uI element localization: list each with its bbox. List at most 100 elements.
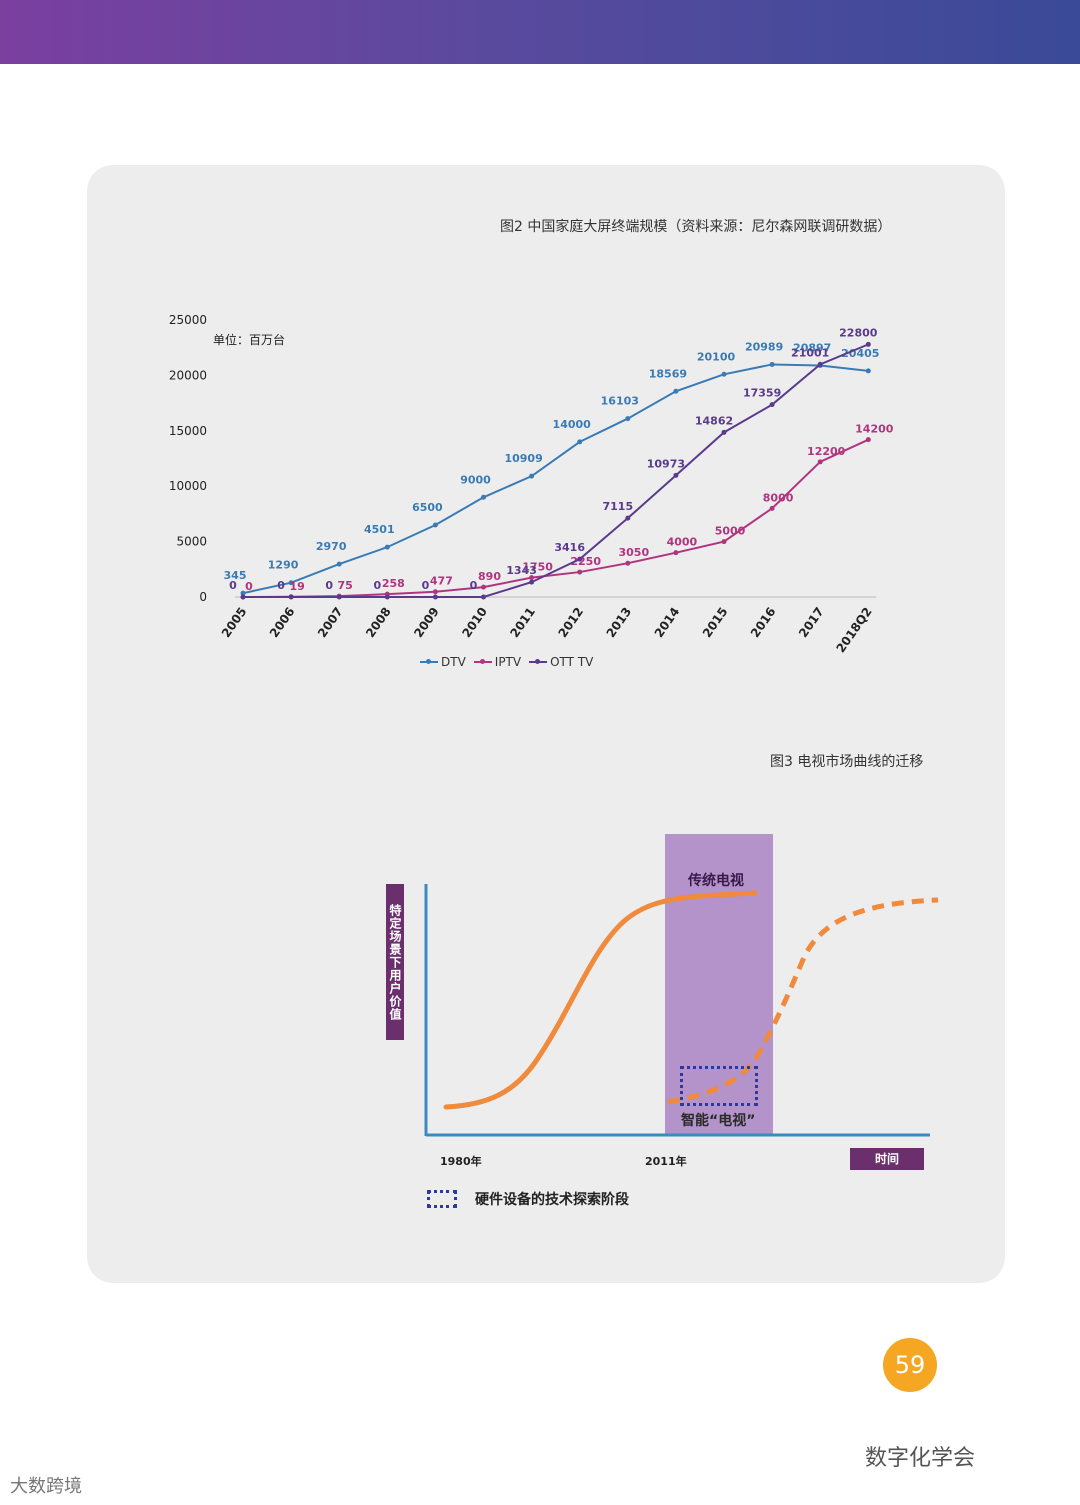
legend-item-iptv: IPTV	[473, 655, 522, 669]
series-line-iptv	[242, 438, 869, 598]
data-label: 18569	[649, 367, 687, 380]
data-point	[577, 439, 583, 445]
data-point	[432, 594, 438, 600]
data-label: 21001	[791, 346, 829, 359]
data-point	[336, 561, 342, 567]
data-point	[481, 594, 486, 600]
data-label: 0	[229, 579, 237, 592]
y-tick-label: 10000	[169, 479, 207, 493]
data-label: 5000	[715, 525, 746, 538]
data-label: 4000	[667, 536, 698, 549]
data-label: 20897	[793, 341, 831, 354]
footer-watermark: 大数跨境	[10, 1476, 82, 1497]
data-point	[625, 416, 631, 422]
traditional-tv-curve	[443, 890, 758, 1110]
data-label: 0	[422, 579, 430, 592]
legend-item-dtv: DTV	[420, 655, 466, 669]
data-label: 2970	[316, 540, 347, 553]
data-point	[288, 594, 294, 600]
data-label: 345	[224, 569, 247, 582]
data-label: 7115	[602, 500, 633, 513]
data-point	[240, 594, 246, 600]
data-label: 14000	[553, 418, 592, 431]
legend-dotted-box	[427, 1190, 457, 1208]
data-point	[673, 550, 679, 556]
data-point	[577, 556, 583, 562]
data-point	[481, 584, 486, 590]
figure3-legend: 硬件设备的技术探索阶段	[427, 1189, 629, 1209]
data-label: 14200	[855, 423, 894, 436]
data-label: 12200	[807, 445, 846, 458]
data-point	[817, 361, 823, 367]
traditional-tv-label: 传统电视	[688, 873, 744, 889]
figure3-tick-1980: 1980年	[440, 1155, 482, 1168]
data-label: 0	[325, 579, 333, 592]
data-label: 20100	[697, 350, 736, 363]
data-label: 477	[430, 575, 453, 588]
data-label: 1343	[506, 564, 537, 577]
series-line-dtv	[242, 363, 869, 595]
data-point	[769, 361, 775, 367]
data-label: 3050	[618, 546, 649, 559]
data-point	[529, 579, 535, 585]
data-point	[240, 590, 246, 596]
data-label: 1290	[268, 559, 299, 572]
legend-label-dtv: DTV	[441, 655, 466, 669]
figure3-tick-2011: 2011年	[645, 1155, 687, 1168]
data-label: 20405	[841, 347, 879, 360]
data-label: 17359	[743, 387, 781, 400]
data-point	[673, 472, 679, 478]
y-tick-label: 25000	[169, 313, 207, 327]
data-label: 0	[470, 579, 478, 592]
data-point	[481, 494, 486, 500]
data-point	[817, 459, 823, 465]
data-point	[721, 539, 727, 545]
data-point	[432, 522, 438, 528]
data-point	[384, 594, 390, 600]
data-label: 10909	[504, 452, 542, 465]
data-label: 14862	[695, 414, 733, 427]
data-point	[432, 589, 438, 595]
legend-hardware-label: 硬件设备的技术探索阶段	[475, 1192, 629, 1208]
data-label: 0	[245, 580, 253, 593]
data-label: 890	[478, 570, 501, 583]
y-tick-label: 15000	[169, 424, 207, 438]
figure3-title: 图3 电视市场曲线的迁移	[770, 754, 924, 770]
legend-label-ott: OTT TV	[550, 655, 594, 669]
figure3-xlabel: 时间	[850, 1148, 924, 1170]
data-point	[865, 368, 871, 374]
figure2-legend: DTV IPTV OTT TV	[420, 655, 593, 669]
data-point	[288, 580, 294, 586]
figure3-ylabel: 特定场景下用户价值	[386, 884, 404, 1040]
series-line-ott-tv	[243, 343, 869, 598]
data-point	[384, 544, 390, 550]
figure2-unit-label: 单位：百万台	[213, 333, 286, 347]
page-number: 59	[883, 1338, 937, 1392]
data-point	[577, 569, 583, 575]
footer-brand: 数字化学会	[865, 1446, 976, 1471]
data-label: 0	[373, 579, 381, 592]
data-point	[625, 515, 631, 521]
data-point	[865, 437, 871, 443]
data-label: 16103	[601, 395, 639, 408]
data-point	[769, 505, 775, 511]
data-point	[529, 473, 535, 479]
data-point	[865, 341, 871, 347]
data-label: 22800	[839, 326, 878, 339]
data-label: 75	[338, 579, 353, 592]
y-tick-label: 0	[199, 590, 207, 604]
data-point	[625, 560, 631, 566]
data-label: 19	[289, 580, 304, 593]
y-tick-label: 20000	[169, 368, 207, 382]
data-label: 258	[382, 577, 405, 590]
legend-label-iptv: IPTV	[494, 655, 522, 669]
data-label: 6500	[412, 501, 443, 514]
data-label: 4501	[364, 523, 395, 536]
data-label: 9000	[460, 473, 491, 486]
data-label: 0	[277, 579, 285, 592]
smart-tv-curve	[667, 897, 939, 1105]
data-point	[529, 575, 535, 581]
data-point	[336, 594, 342, 600]
